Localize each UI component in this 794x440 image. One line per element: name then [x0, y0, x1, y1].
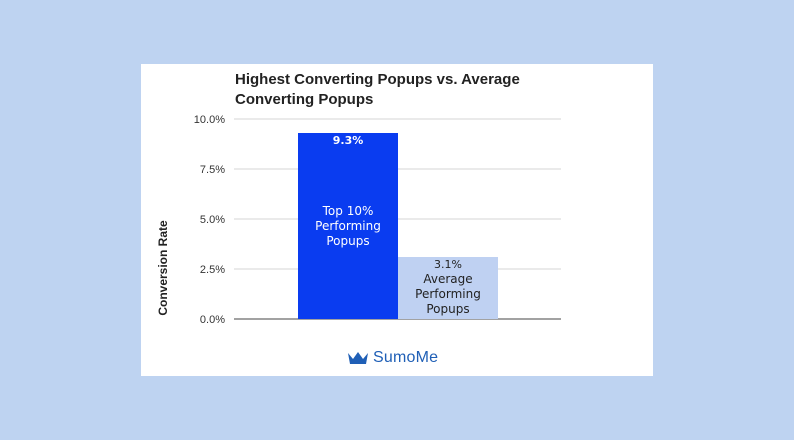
- brand-name: SumoMe: [373, 349, 439, 366]
- crown-icon: [348, 352, 368, 364]
- chart-plot-area: 0.0%2.5%5.0%7.5%10.0%9.3%Top 10%Performi…: [194, 114, 561, 326]
- bar: [398, 257, 498, 319]
- data-label: 3.1%: [434, 258, 462, 271]
- bar-category-label: Performing: [315, 219, 381, 233]
- sumome-logo: SumoMe: [347, 348, 438, 368]
- chart-title-line-2: Converting Popups: [235, 91, 374, 108]
- y-tick-label: 7.5%: [200, 164, 225, 176]
- bar-category-label: Popups: [326, 234, 369, 248]
- y-tick-label: 0.0%: [200, 314, 225, 326]
- chart-title-line-1: Highest Converting Popups vs. Average: [235, 71, 520, 88]
- bar-category-label: Top 10%: [322, 204, 374, 218]
- chart-card: Highest Converting Popups vs. Average Co…: [141, 64, 653, 376]
- bar-category-label: Average: [423, 272, 472, 286]
- y-tick-label: 5.0%: [200, 214, 225, 226]
- bar-category-label: Popups: [426, 302, 469, 316]
- bar-category-label: Performing: [415, 287, 481, 301]
- bar: [298, 133, 398, 319]
- data-label: 9.3%: [333, 134, 364, 147]
- chart-title: Highest Converting Popups vs. Average Co…: [235, 70, 565, 110]
- y-tick-label: 10.0%: [194, 114, 225, 126]
- y-tick-label: 2.5%: [200, 264, 225, 276]
